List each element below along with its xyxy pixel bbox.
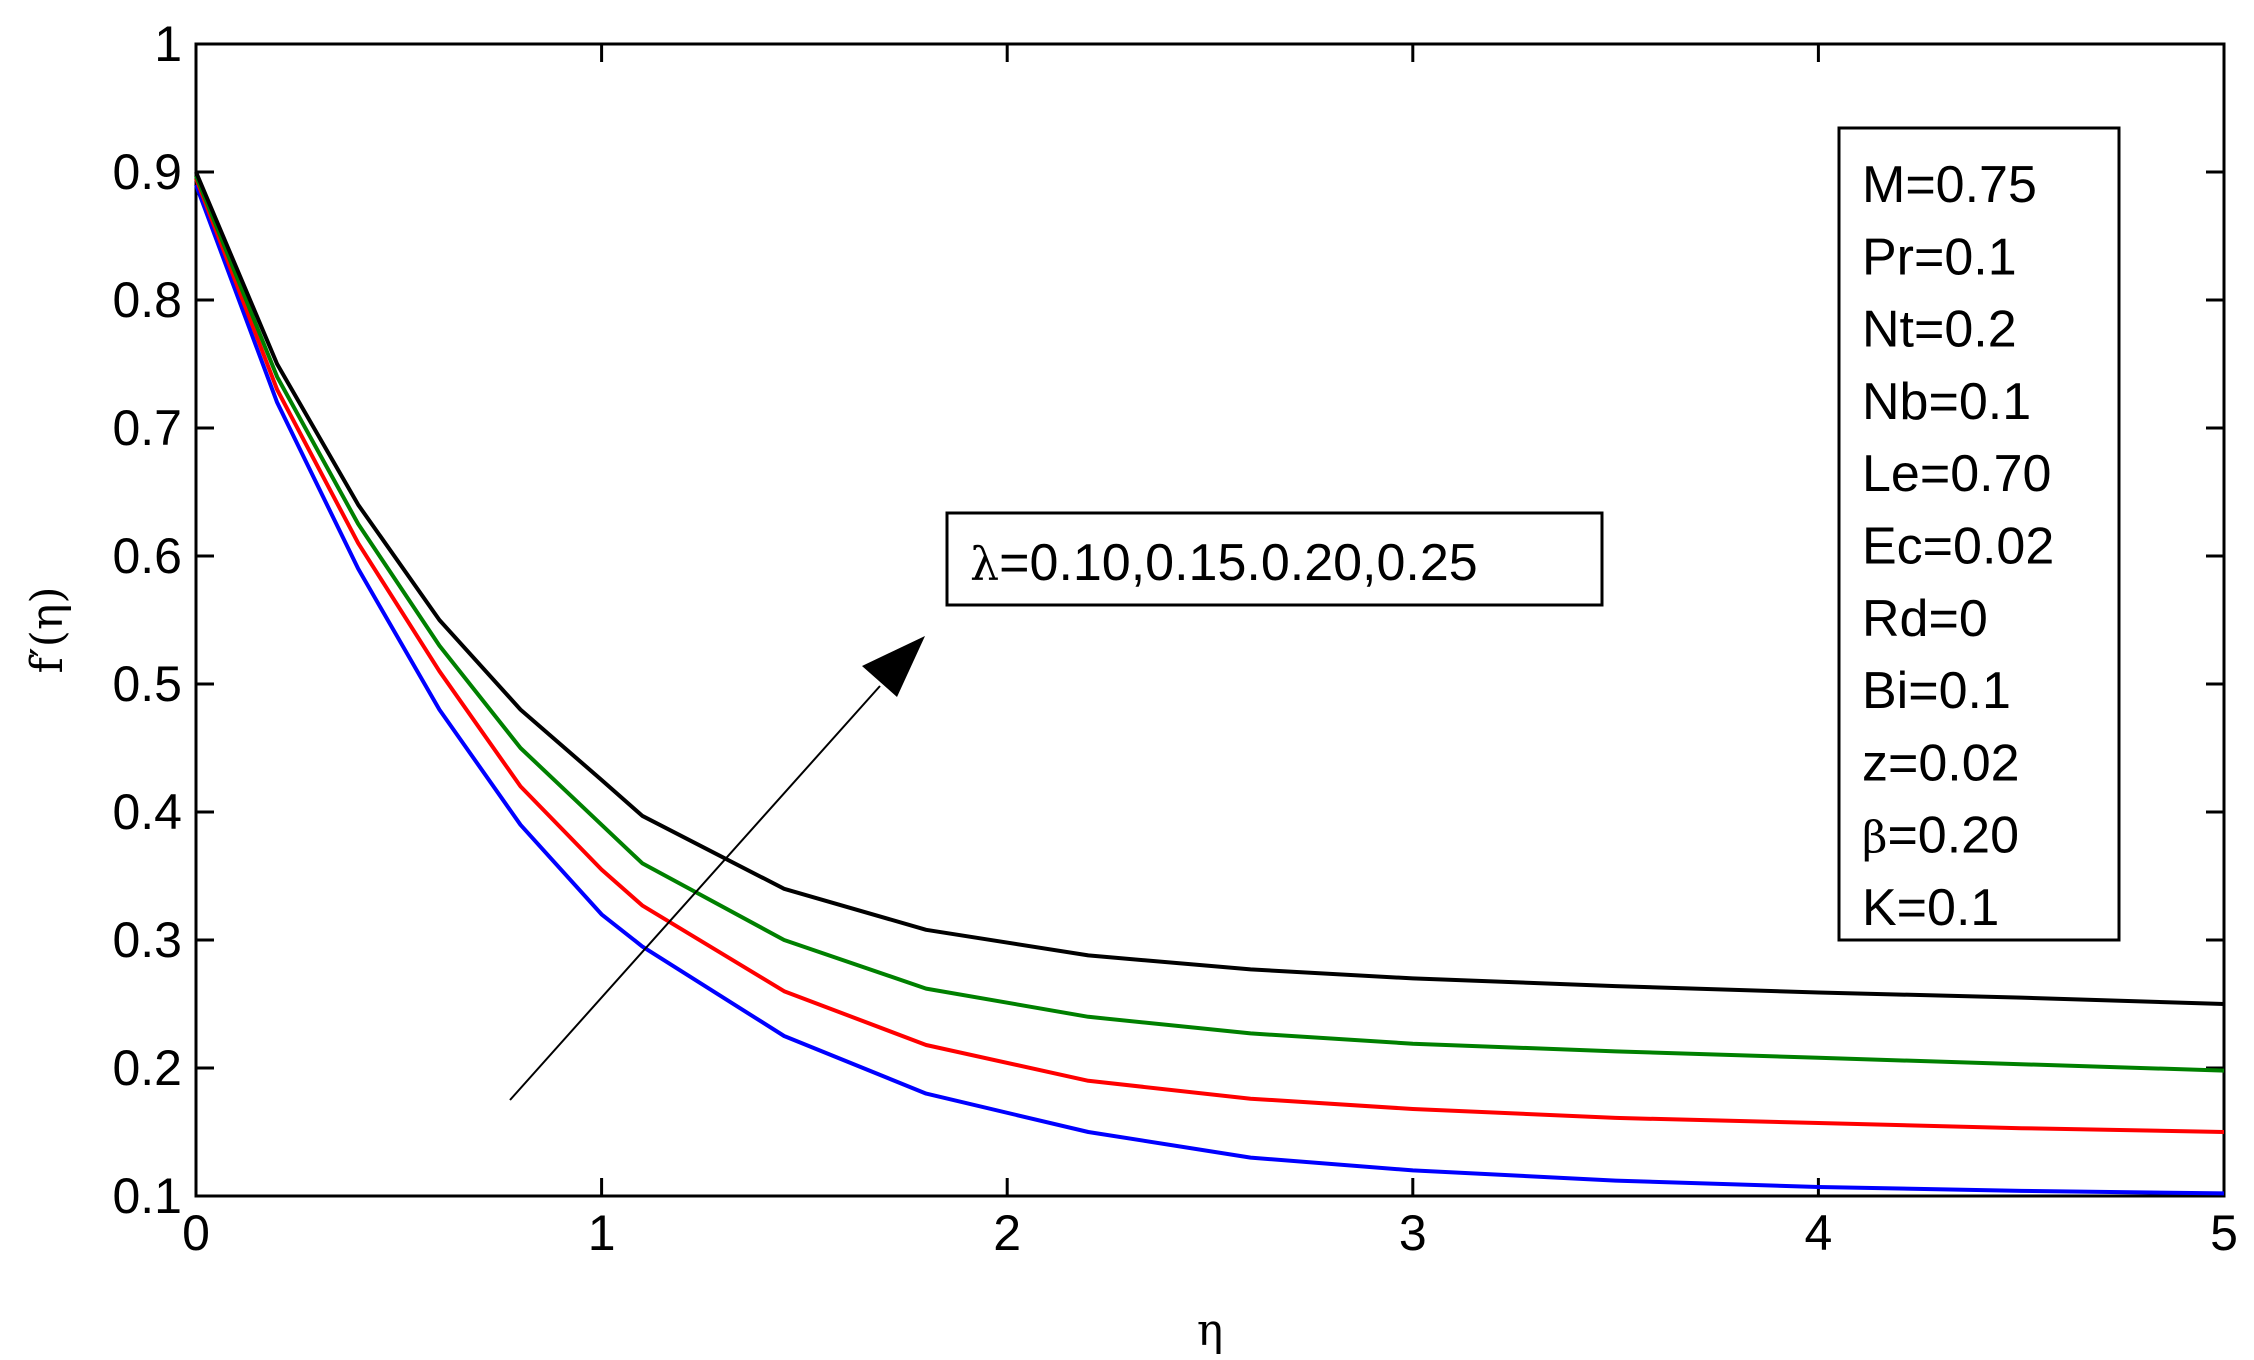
series-line-3 xyxy=(194,175,2225,1073)
series-line-4 xyxy=(194,171,2225,1006)
y-tick-label: 0.2 xyxy=(112,1040,182,1096)
parameter-text: M=0.75 xyxy=(1862,156,2037,214)
parameter-line: M=0.75 xyxy=(1862,156,2037,214)
parameter-symbol: β xyxy=(1862,813,1887,864)
x-tick-label: 1 xyxy=(588,1205,616,1261)
parameter-text: Rd=0 xyxy=(1862,590,1988,648)
parameter-text: Le=0.70 xyxy=(1862,445,2051,503)
annotation-values: =0.10,0.15.0.20,0.25 xyxy=(999,534,1478,592)
y-tick-label: 0.9 xyxy=(112,144,182,200)
parameter-line: Nb=0.1 xyxy=(1862,373,2031,431)
y-tick-label: 0.1 xyxy=(112,1168,182,1224)
y-tick-label: 0.6 xyxy=(112,528,182,584)
parameter-text: Bi=0.1 xyxy=(1862,662,2011,720)
parameter-line: β=0.20 xyxy=(1862,807,2019,865)
annotation-arrow-shaft xyxy=(509,685,881,1101)
parameter-line: K=0.1 xyxy=(1862,879,1999,937)
annotation-text: λ=0.10,0.15.0.20,0.25 xyxy=(970,534,1478,592)
y-tick-label: 1 xyxy=(154,16,182,72)
parameter-text: =0.20 xyxy=(1887,807,2019,865)
data-series xyxy=(194,171,2225,1196)
x-tick-label: 2 xyxy=(993,1205,1021,1261)
y-axis-label: f′(η) xyxy=(22,587,73,674)
parameter-box xyxy=(1837,126,2121,942)
parameter-text: Nb=0.1 xyxy=(1862,373,2031,431)
parameter-text: z=0.02 xyxy=(1862,734,2020,792)
parameter-text: Nt=0.2 xyxy=(1862,301,2017,359)
parameter-line: Nt=0.2 xyxy=(1862,301,2017,359)
arrow-head-icon xyxy=(862,636,925,697)
x-axis-label: η xyxy=(1197,1305,1223,1356)
plot-area-frame xyxy=(194,42,2226,1198)
y-tick-label: 0.5 xyxy=(112,656,182,712)
axis-ticks: 0 1 2 3 4 5 0.1 0.2 0.3 0.4 0.5 0.6 0.7 0.8 0.9 1 xyxy=(112,16,2237,1261)
parameter-line: Ec=0.02 xyxy=(1862,518,2054,576)
y-tick-label: 0.8 xyxy=(112,272,182,328)
parameter-text: K=0.1 xyxy=(1862,879,1999,937)
annotation-layer: λ=0.10,0.15.0.20,0.25 M=0.75 Pr=0.1 Nt=0.2 N… xyxy=(509,126,2121,1101)
x-tick-label: 0 xyxy=(182,1205,210,1261)
y-tick-label: 0.4 xyxy=(112,784,182,840)
parameter-text: Ec=0.02 xyxy=(1862,518,2054,576)
annotation-symbol: λ xyxy=(970,537,999,591)
x-tick-label: 4 xyxy=(1804,1205,1832,1261)
x-tick-label: 5 xyxy=(2210,1205,2238,1261)
parameter-line: z=0.02 xyxy=(1862,734,2020,792)
series-line-1 xyxy=(194,184,2225,1196)
parameter-line: Pr=0.1 xyxy=(1862,228,2017,286)
x-tick-label: 3 xyxy=(1399,1205,1427,1261)
parameter-line: Le=0.70 xyxy=(1862,445,2051,503)
series-line-2 xyxy=(194,177,2225,1134)
y-tick-label: 0.3 xyxy=(112,912,182,968)
parameter-line: Rd=0 xyxy=(1862,590,1988,648)
y-tick-label: 0.7 xyxy=(112,400,182,456)
parameter-line: Bi=0.1 xyxy=(1862,662,2011,720)
parameter-text: Pr=0.1 xyxy=(1862,228,2017,286)
annotation-box xyxy=(945,511,1604,607)
